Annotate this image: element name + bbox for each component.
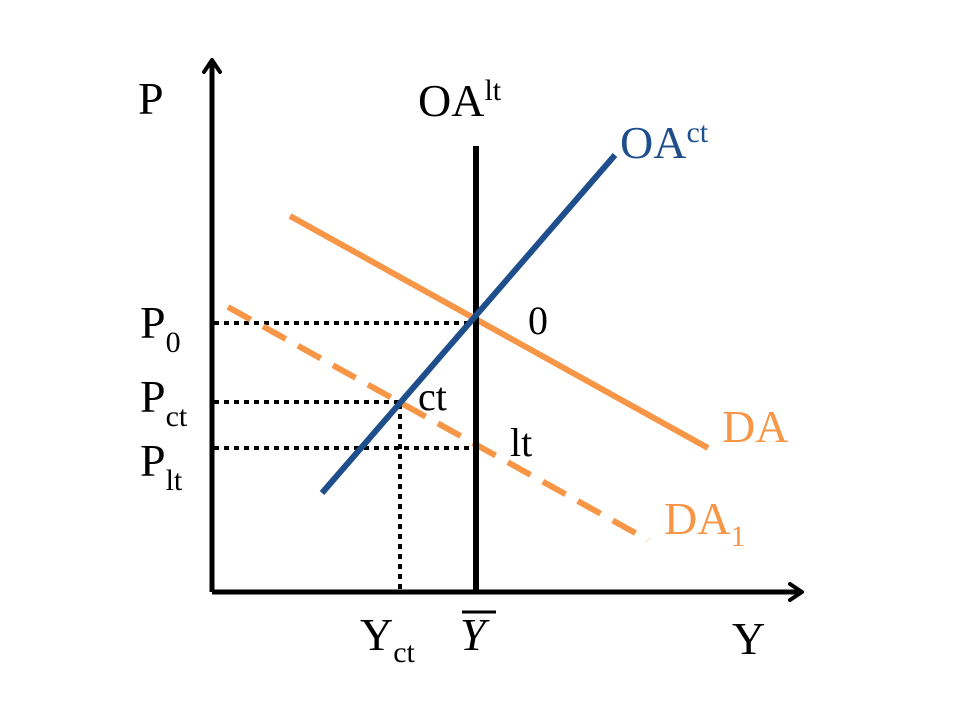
oa-short-run-curve: [319, 153, 618, 495]
p0-label: P0: [140, 297, 181, 359]
y-axis-label: P: [138, 73, 164, 124]
point-lt-label: lt: [510, 420, 532, 465]
plt-label: Plt: [140, 435, 183, 497]
point-ct-label: ct: [418, 374, 447, 419]
da1-curve: [226, 304, 650, 543]
point-zero-label: 0: [528, 298, 548, 343]
yct-label: Yct: [360, 609, 416, 669]
da-curve: [288, 213, 710, 451]
x-axis-label: Y: [732, 613, 765, 664]
oa-short-run-label: OAct: [620, 116, 709, 168]
ybar-label: Y: [460, 609, 490, 660]
pct-label: Pct: [140, 371, 188, 433]
da1-label: DA1: [664, 493, 745, 553]
oa-long-run-label: OAlt: [418, 74, 502, 126]
da-label: DA: [722, 401, 788, 452]
